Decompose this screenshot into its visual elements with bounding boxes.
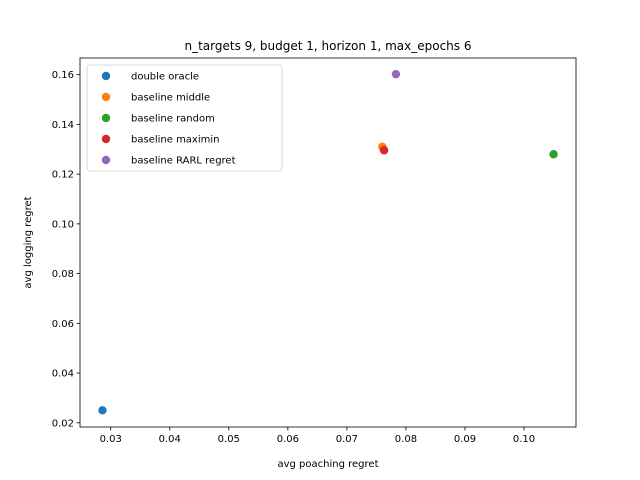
legend-box <box>86 64 283 172</box>
legend-label: baseline RARL regret <box>131 156 236 167</box>
legend-entries: double oracle baseline middle baseline ran… <box>101 71 236 167</box>
data-point-4 <box>391 69 401 79</box>
legend-marker <box>101 92 111 102</box>
legend-marker <box>101 155 111 165</box>
x-tick-label: 0.05 <box>218 434 240 445</box>
y-tick-label: 0.06 <box>52 319 74 330</box>
y-tick-label: 0.16 <box>52 70 74 81</box>
legend-label: baseline random <box>131 114 215 125</box>
data-point-2 <box>549 150 558 159</box>
x-tick-label: 0.04 <box>159 434 181 445</box>
legend-marker <box>101 134 111 144</box>
chart-title: n_targets 9, budget 1, horizon 1, max_ep… <box>185 39 472 53</box>
legend-marker <box>101 71 111 81</box>
legend-label: baseline maximin <box>131 135 220 146</box>
x-tick-label: 0.07 <box>336 434 358 445</box>
plot-frame <box>79 57 577 428</box>
y-tick-label: 0.08 <box>52 269 74 280</box>
data-point-0 <box>98 406 107 415</box>
x-tick-label: 0.10 <box>513 434 535 445</box>
x-tick-label: 0.09 <box>454 434 476 445</box>
x-tick-label: 0.06 <box>277 434 299 445</box>
y-tick-label: 0.02 <box>52 418 74 429</box>
data-point-3 <box>379 146 389 155</box>
x-axis-ticks: 0.03 0.04 0.05 0.06 0.07 0.08 0.09 0.10 <box>100 427 535 445</box>
legend: double oracle baseline middle baseline ran… <box>86 64 283 172</box>
y-tick-label: 0.10 <box>52 219 74 230</box>
y-axis-label: avg logging regret <box>23 196 34 288</box>
legend-label: baseline middle <box>131 93 210 104</box>
y-tick-label: 0.12 <box>52 170 74 181</box>
y-tick-label: 0.04 <box>52 369 74 380</box>
y-axis-ticks: 0.02 0.04 0.06 0.08 0.10 0.12 0.14 0.16 <box>52 70 80 429</box>
x-tick-label: 0.03 <box>100 434 122 445</box>
legend-marker <box>101 113 111 123</box>
y-tick-label: 0.14 <box>52 120 74 131</box>
data-points <box>98 69 558 415</box>
legend-label: double oracle <box>131 72 199 83</box>
x-tick-label: 0.08 <box>395 434 417 445</box>
x-axis-label: avg poaching regret <box>277 459 378 470</box>
